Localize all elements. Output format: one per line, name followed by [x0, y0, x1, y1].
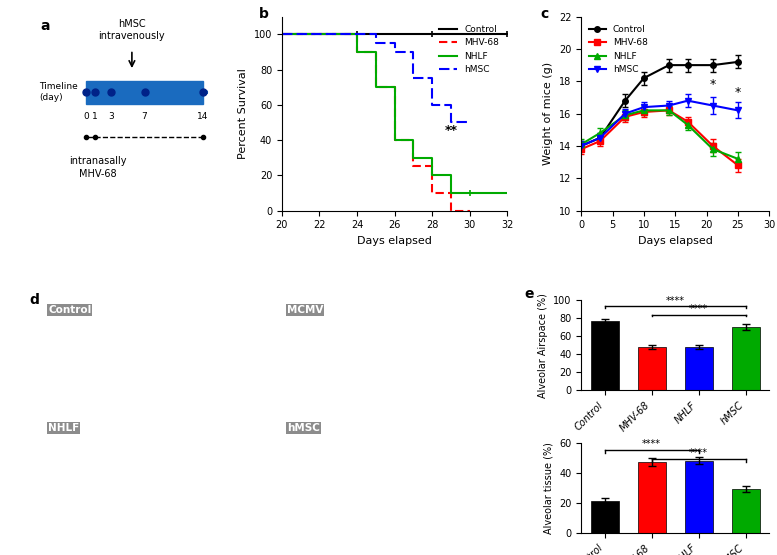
Text: *: *: [709, 78, 716, 91]
Text: 1: 1: [92, 112, 97, 120]
Ellipse shape: [166, 324, 185, 346]
Legend: Control, MHV-68, NHLF, hMSC: Control, MHV-68, NHLF, hMSC: [436, 21, 503, 78]
Ellipse shape: [30, 300, 93, 320]
Ellipse shape: [132, 381, 195, 400]
Ellipse shape: [64, 347, 84, 369]
X-axis label: Days elapsed: Days elapsed: [357, 236, 432, 246]
Text: ****: ****: [689, 448, 709, 458]
Y-axis label: Alveolar Airspace (%): Alveolar Airspace (%): [538, 293, 548, 397]
Text: *: *: [735, 86, 741, 99]
Text: 14: 14: [197, 112, 209, 120]
Y-axis label: Percent Survival: Percent Survival: [239, 68, 248, 159]
Bar: [685, 461, 713, 533]
Ellipse shape: [473, 355, 520, 366]
Ellipse shape: [37, 301, 91, 311]
Ellipse shape: [361, 451, 381, 471]
Ellipse shape: [286, 421, 327, 432]
X-axis label: Days elapsed: Days elapsed: [638, 236, 713, 246]
Bar: [732, 489, 760, 533]
Ellipse shape: [131, 320, 159, 335]
Bar: [685, 347, 713, 390]
Ellipse shape: [299, 438, 320, 457]
Ellipse shape: [380, 391, 409, 405]
Bar: [732, 327, 760, 390]
Ellipse shape: [112, 512, 145, 525]
Text: hMSC
intravenously: hMSC intravenously: [99, 18, 166, 41]
Ellipse shape: [224, 305, 270, 326]
Ellipse shape: [453, 451, 505, 470]
Ellipse shape: [86, 332, 119, 347]
Ellipse shape: [150, 400, 197, 410]
Ellipse shape: [415, 430, 443, 449]
Ellipse shape: [478, 466, 513, 487]
Ellipse shape: [211, 382, 237, 392]
Bar: [86, 80, 203, 104]
Text: b: b: [260, 7, 269, 21]
Ellipse shape: [310, 365, 366, 373]
Text: MCMV: MCMV: [287, 305, 323, 315]
Text: a: a: [40, 18, 50, 33]
Ellipse shape: [385, 361, 442, 372]
Ellipse shape: [183, 478, 236, 491]
Ellipse shape: [95, 343, 120, 362]
Text: NHLF: NHLF: [48, 423, 79, 433]
Ellipse shape: [393, 438, 441, 449]
Ellipse shape: [444, 467, 480, 477]
Ellipse shape: [354, 487, 382, 497]
Bar: [638, 347, 666, 390]
Ellipse shape: [274, 486, 331, 503]
Ellipse shape: [58, 452, 79, 475]
Y-axis label: Alveolar tissue (%): Alveolar tissue (%): [544, 442, 553, 534]
Ellipse shape: [162, 388, 193, 401]
Text: c: c: [540, 7, 548, 21]
Ellipse shape: [111, 499, 169, 506]
Text: Timeline
(day): Timeline (day): [39, 82, 78, 102]
Text: d: d: [30, 293, 40, 307]
Ellipse shape: [480, 348, 511, 356]
Ellipse shape: [370, 495, 428, 502]
Text: 7: 7: [141, 112, 148, 120]
Ellipse shape: [350, 463, 405, 476]
Bar: [591, 501, 618, 533]
Ellipse shape: [232, 464, 279, 483]
Ellipse shape: [371, 355, 391, 365]
Ellipse shape: [474, 333, 513, 345]
Ellipse shape: [466, 491, 496, 512]
Ellipse shape: [131, 443, 153, 457]
Text: **: **: [444, 124, 458, 137]
Legend: Control, MHV-68, NHLF, hMSC: Control, MHV-68, NHLF, hMSC: [586, 21, 651, 78]
Bar: [638, 462, 666, 533]
Ellipse shape: [261, 453, 317, 474]
Text: ****: ****: [666, 295, 685, 306]
Ellipse shape: [208, 517, 236, 534]
Ellipse shape: [101, 302, 153, 318]
Ellipse shape: [226, 446, 261, 467]
Text: 3: 3: [108, 112, 114, 120]
Ellipse shape: [457, 382, 507, 390]
Ellipse shape: [193, 477, 235, 497]
Ellipse shape: [420, 474, 482, 492]
Ellipse shape: [191, 450, 218, 469]
Ellipse shape: [93, 349, 131, 360]
Text: ****: ****: [643, 438, 661, 448]
Ellipse shape: [283, 335, 340, 352]
Ellipse shape: [102, 375, 159, 387]
Ellipse shape: [88, 392, 138, 406]
Ellipse shape: [71, 383, 92, 403]
Bar: [591, 321, 618, 390]
Ellipse shape: [343, 521, 378, 532]
Y-axis label: Weight of mice (g): Weight of mice (g): [543, 62, 553, 165]
Text: 0: 0: [83, 112, 89, 120]
Text: Control: Control: [48, 305, 91, 315]
Text: ****: ****: [689, 304, 709, 314]
Text: intranasally
MHV-68: intranasally MHV-68: [69, 157, 127, 179]
Text: hMSC: hMSC: [287, 423, 320, 433]
Ellipse shape: [57, 383, 77, 395]
Ellipse shape: [123, 513, 164, 533]
Text: e: e: [524, 286, 535, 301]
